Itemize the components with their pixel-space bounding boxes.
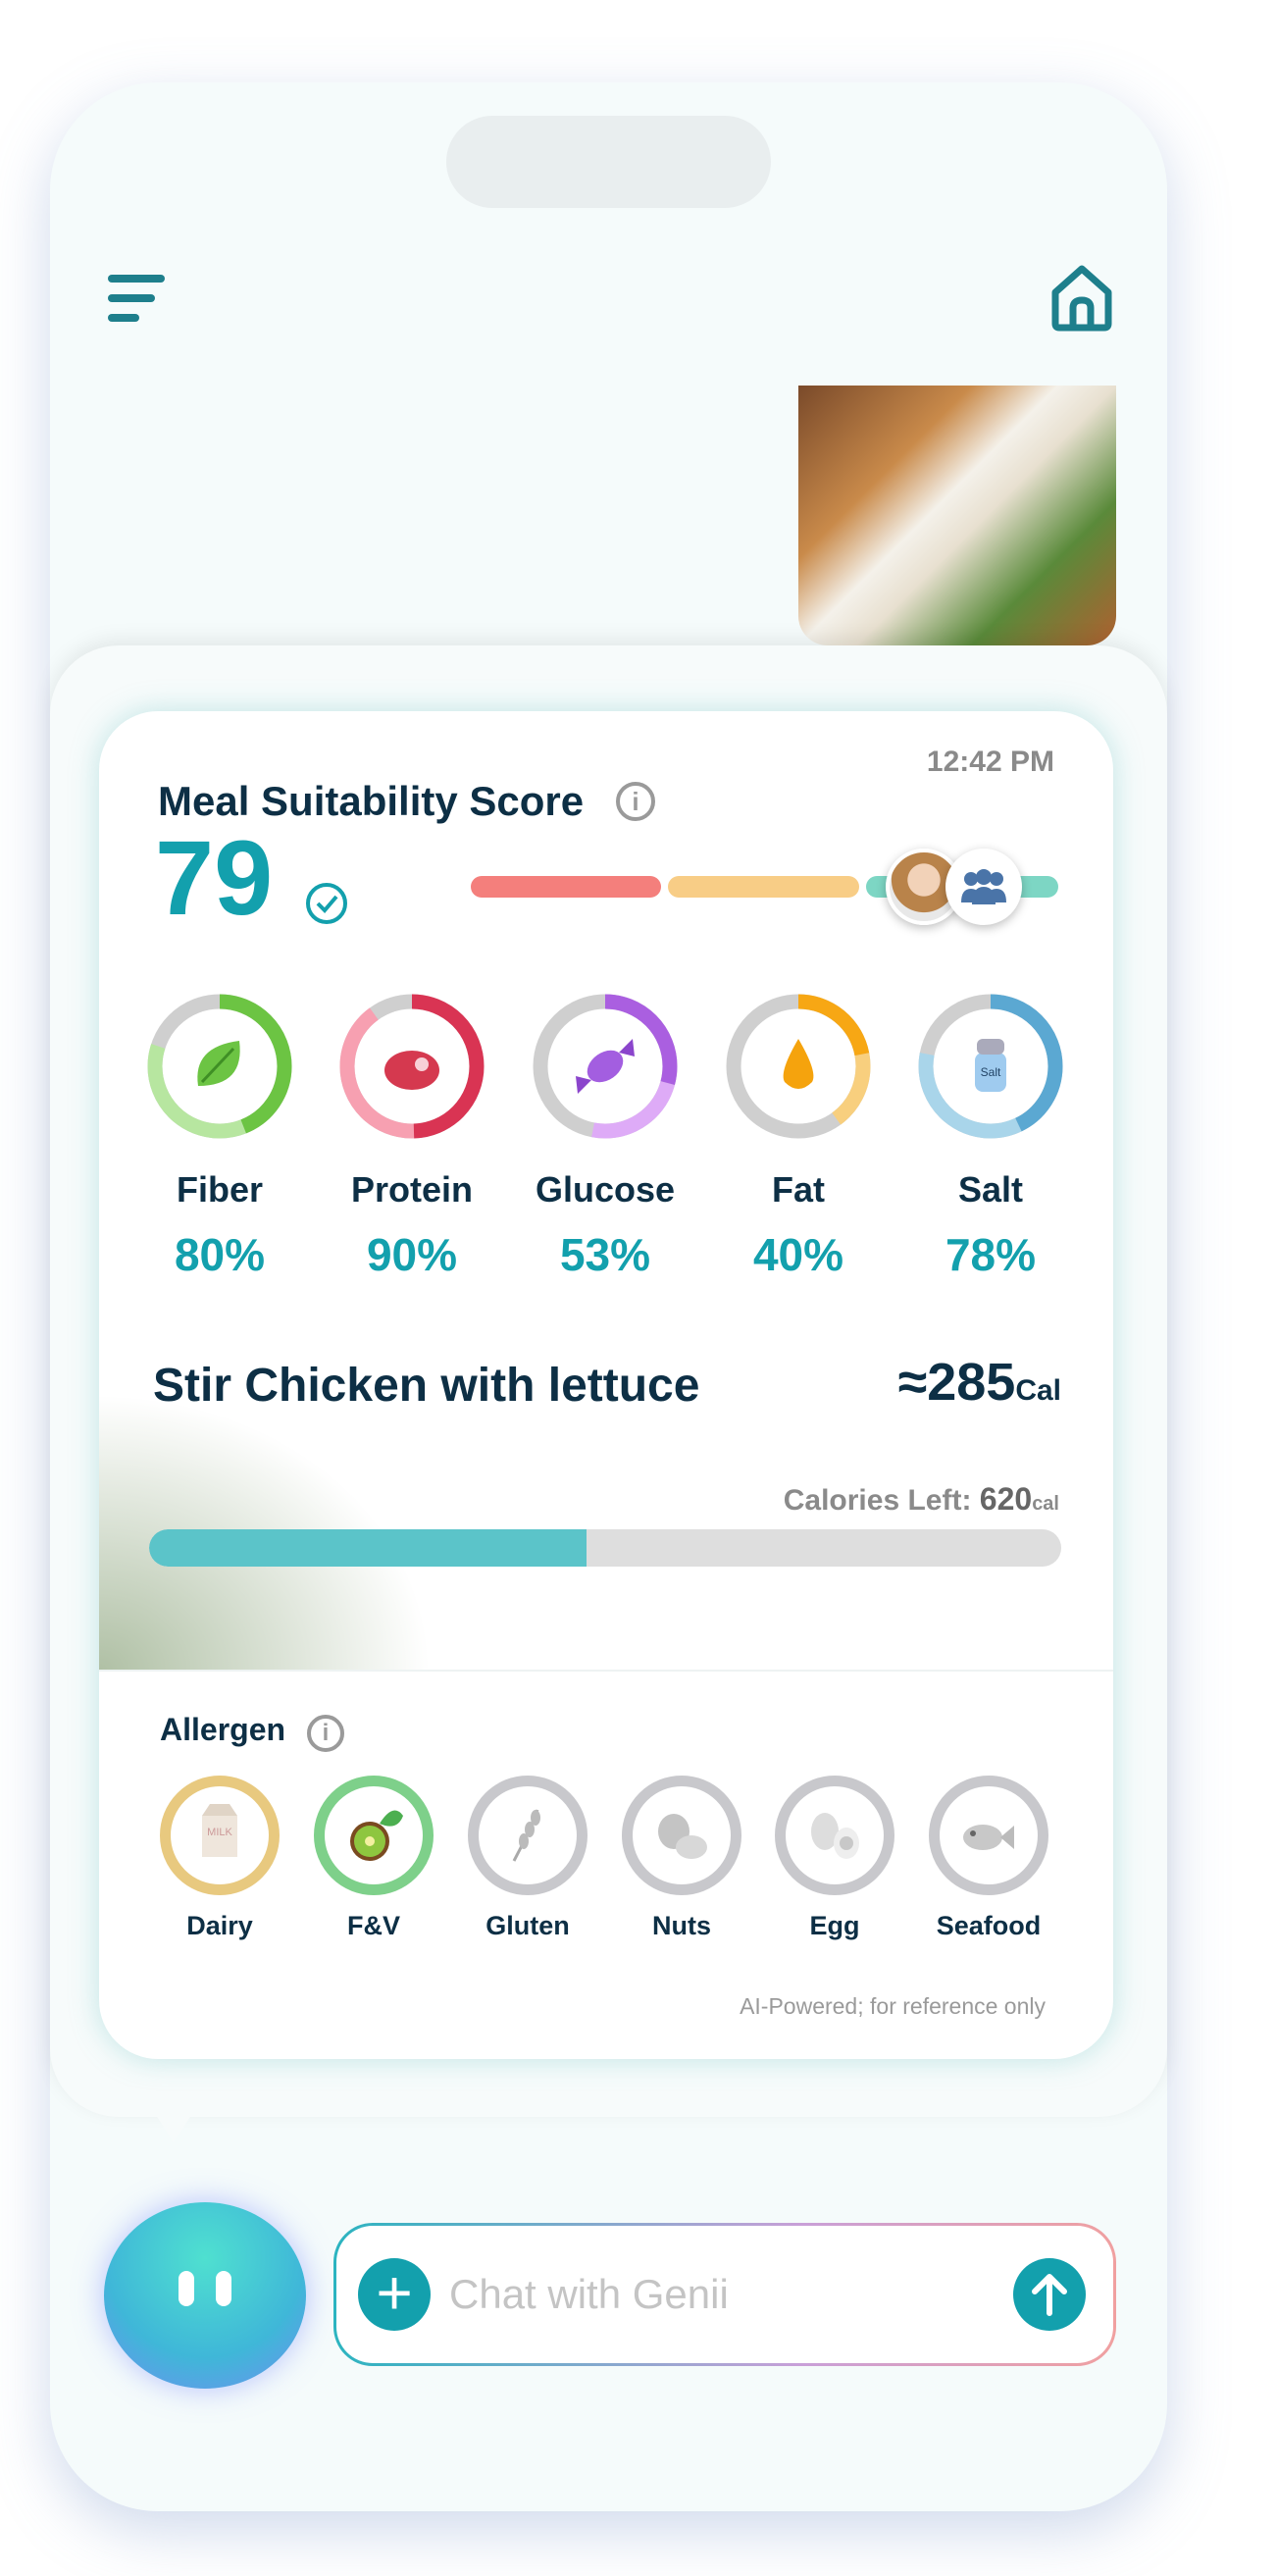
notch xyxy=(446,116,771,208)
calories-left-unit: cal xyxy=(1032,1493,1059,1515)
chat-input-container: + xyxy=(333,2223,1116,2366)
allergen-f-v[interactable] xyxy=(314,1776,434,1895)
score-title: Meal Suitability Score xyxy=(158,778,585,824)
ring-primary-arc xyxy=(533,994,678,1139)
score-bar-low xyxy=(471,876,661,898)
allergen-label: Dairy xyxy=(186,1911,253,1940)
meal-name: Stir Chicken with lettuce xyxy=(153,1360,700,1412)
group-icon xyxy=(961,869,1006,904)
check-circle-icon xyxy=(306,883,347,924)
disclaimer: AI-Powered; for reference only xyxy=(740,1993,1046,2019)
mascot-eye-left xyxy=(179,2271,194,2306)
nutrient-ring-protein xyxy=(339,994,485,1139)
score-value: 79 xyxy=(155,818,274,937)
allergen-seafood[interactable] xyxy=(929,1776,1048,1895)
ring-primary-arc xyxy=(147,994,292,1139)
wheat-icon xyxy=(512,1809,540,1862)
svg-text:MILK: MILK xyxy=(207,1827,232,1838)
add-button[interactable]: + xyxy=(358,2258,431,2331)
ring-primary-arc xyxy=(339,994,485,1139)
calories-left-label: Calories Left: xyxy=(783,1484,972,1517)
group-avatar[interactable] xyxy=(945,849,1022,925)
allergen-label: Gluten xyxy=(485,1911,570,1940)
allergen-egg[interactable] xyxy=(775,1776,894,1895)
nutrient-ring-glucose xyxy=(533,994,678,1139)
ring-primary-arc xyxy=(726,994,871,1139)
ring-secondary-arc xyxy=(533,994,678,1139)
home-button[interactable] xyxy=(1047,263,1116,338)
calories-left-value: 620 xyxy=(979,1481,1033,1517)
allergen-label: Nuts xyxy=(652,1911,711,1940)
ring-secondary-arc xyxy=(918,994,1063,1139)
score-bar-mid xyxy=(668,876,859,898)
steak-icon xyxy=(384,1051,439,1090)
svg-text:Salt: Salt xyxy=(981,1065,1001,1079)
mascot-eye-right xyxy=(216,2271,231,2306)
meal-calories: ≈285Cal xyxy=(898,1352,1061,1413)
nutrient-label: Fat xyxy=(772,1169,825,1210)
nutrient-label: Fiber xyxy=(176,1169,263,1210)
nutrient-label: Salt xyxy=(957,1169,1024,1210)
allergen-nuts[interactable] xyxy=(622,1776,741,1895)
milk-carton-icon: MILK xyxy=(202,1804,237,1857)
allergen-label: Egg xyxy=(809,1911,860,1940)
candy-icon xyxy=(576,1039,635,1094)
salt-shaker-icon: Salt xyxy=(975,1039,1006,1092)
send-button[interactable] xyxy=(1013,2258,1086,2331)
timestamp: 12:42 PM xyxy=(926,746,1054,778)
ring-secondary-arc xyxy=(339,994,485,1139)
calorie-progress-bar xyxy=(149,1529,1061,1567)
ring-secondary-arc xyxy=(147,994,292,1139)
allergen-dairy[interactable]: MILK xyxy=(160,1776,280,1895)
info-icon[interactable]: i xyxy=(616,782,655,821)
egg-icon xyxy=(811,1813,859,1859)
allergen-gluten[interactable] xyxy=(468,1776,587,1895)
nutrient-label: Protein xyxy=(350,1169,473,1210)
menu-button[interactable] xyxy=(106,271,167,331)
allergen-label: F&V xyxy=(347,1911,400,1940)
nutrient-ring-fat xyxy=(726,994,871,1139)
allergen-title: Allergen xyxy=(160,1712,286,1747)
nutrient-percent: 40% xyxy=(752,1229,844,1280)
ring-secondary-arc xyxy=(726,994,871,1139)
allergen-label: Seafood xyxy=(936,1911,1042,1940)
fish-icon xyxy=(963,1825,1014,1850)
home-icon xyxy=(1051,265,1112,332)
calorie-progress-fill xyxy=(149,1529,587,1567)
nutrient-percent: 78% xyxy=(945,1229,1037,1280)
arrow-up-icon xyxy=(1032,2274,1067,2316)
divider xyxy=(99,1670,1113,1672)
kiwi-icon xyxy=(350,1810,403,1861)
leaf-icon xyxy=(197,1041,240,1086)
ring-primary-arc xyxy=(918,994,1063,1139)
nutrient-percent: 90% xyxy=(366,1229,458,1280)
nutrient-ring-fiber xyxy=(147,994,292,1139)
nutrient-ring-salt: Salt xyxy=(918,994,1063,1139)
calories-left: Calories Left: 620cal xyxy=(784,1481,1059,1518)
speech-tail xyxy=(152,2109,195,2142)
nutrient-percent: 53% xyxy=(559,1229,651,1280)
nutrient-label: Glucose xyxy=(535,1169,676,1210)
calories-unit: Cal xyxy=(1015,1374,1061,1407)
menu-icon xyxy=(108,275,165,322)
nuts-icon xyxy=(658,1814,707,1859)
meal-photo[interactable] xyxy=(798,386,1116,645)
allergen-info-icon[interactable]: i xyxy=(307,1715,344,1752)
nutrient-percent: 80% xyxy=(174,1229,266,1280)
calories-value: ≈285 xyxy=(897,1353,1016,1412)
oil-drop-icon xyxy=(783,1039,814,1089)
chat-input[interactable] xyxy=(449,2255,940,2334)
genii-mascot[interactable] xyxy=(104,2202,306,2389)
